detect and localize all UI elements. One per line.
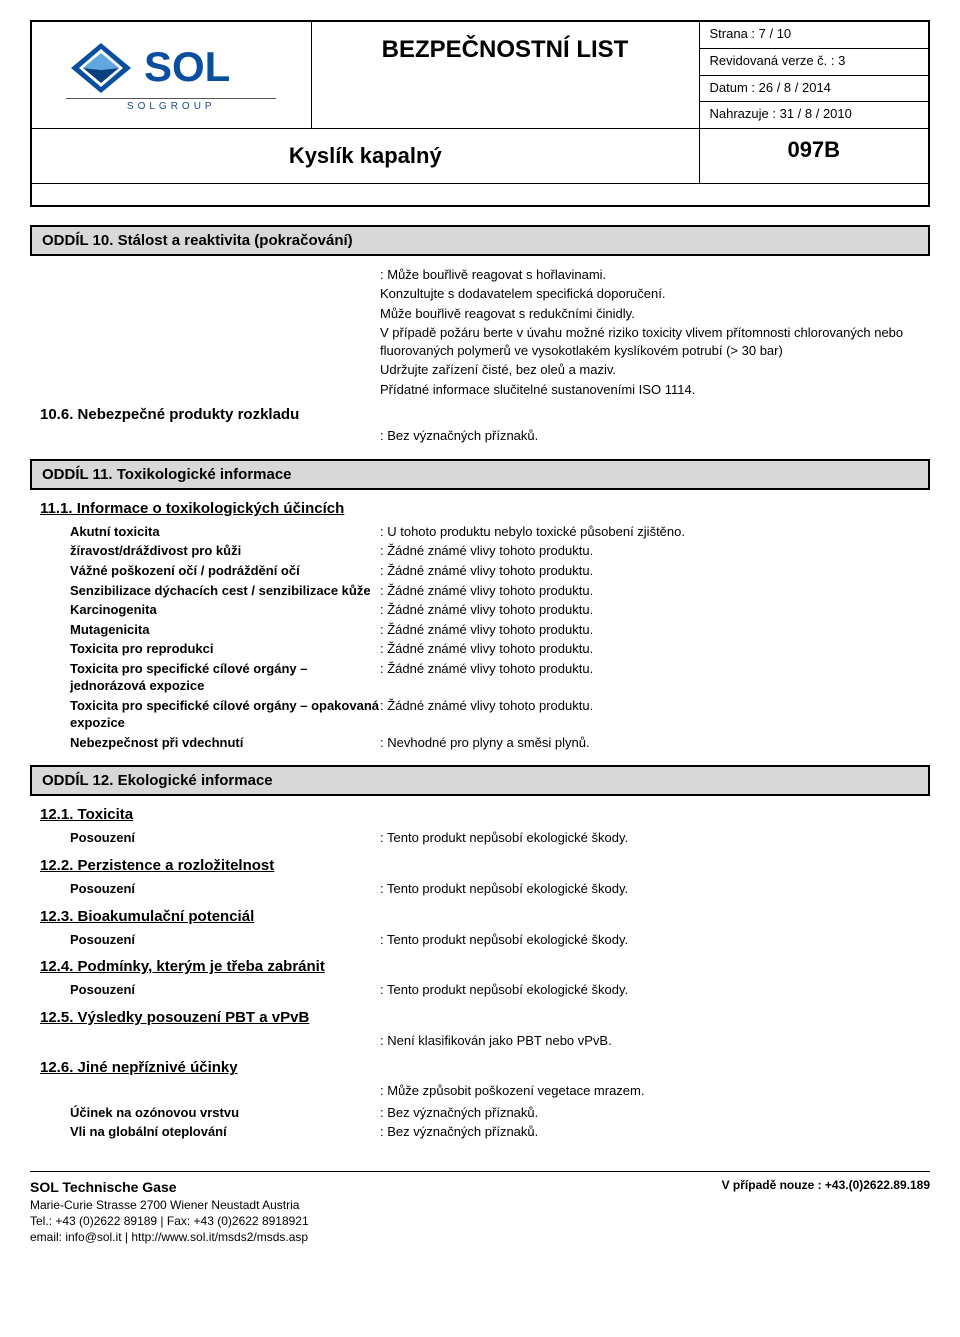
adverse-label: Vli na globální oteplování (70, 1123, 380, 1141)
tox-row: Toxicita pro specifické cílové orgány – … (70, 697, 930, 732)
row-12-2: Posouzení Tento produkt nepůsobí ekologi… (70, 880, 930, 898)
logo: SOL SOLGROUP (40, 30, 303, 120)
meta-page: Strana : 7 / 10 (699, 21, 929, 48)
sub-title-cell: Kyslík kapalný (31, 129, 699, 184)
section-11-header: ODDÍL 11. Toxikologické informace (30, 459, 930, 490)
label-12-2: Posouzení (70, 880, 380, 898)
heading-10-6: 10.6. Nebezpečné produkty rozkladu (40, 406, 930, 423)
sol-logo-icon: SOL (66, 38, 276, 98)
value-12-5-block: Není klasifikován jako PBT nebo vPvB. (380, 1032, 930, 1050)
header-table: SOL SOLGROUP BEZPEČNOSTNÍ LIST Strana : … (30, 20, 930, 207)
tox-value: Žádné známé vlivy tohoto produktu. (380, 621, 930, 639)
meta-revision: Revidovaná verze č. : 3 (699, 48, 929, 75)
s10-p5: Přídatné informace slučitelné sustanoven… (380, 381, 930, 399)
logo-subtext: SOLGROUP (66, 98, 276, 112)
footer-emergency: V případě nouze : +43.(0)2622.89.189 (722, 1178, 930, 1245)
heading-12-2: 12.2. Perzistence a rozložitelnost (40, 857, 930, 874)
tox-label: Karcinogenita (70, 601, 380, 619)
logo-cell: SOL SOLGROUP (31, 21, 311, 129)
label-12-4: Posouzení (70, 981, 380, 999)
tox-value: Žádné známé vlivy tohoto produktu. (380, 640, 930, 658)
s10-p3: V případě požáru berte v úvahu možné riz… (380, 324, 930, 359)
tox-label: Akutní toxicita (70, 523, 380, 541)
footer-email: email: info@sol.it | http://www.sol.it/m… (30, 1229, 309, 1245)
footer-address: Marie-Curie Strasse 2700 Wiener Neustadt… (30, 1197, 309, 1213)
footer-left: SOL Technische Gase Marie-Curie Strasse … (30, 1178, 309, 1245)
tox-row: Vážné poškození očí / podráždění očíŽádn… (70, 562, 930, 580)
tox-row: Toxicita pro specifické cílové orgány – … (70, 660, 930, 695)
tox-label: Mutagenicita (70, 621, 380, 639)
s10-p1: Konzultujte s dodavatelem specifická dop… (380, 285, 930, 303)
value-12-3: Tento produkt nepůsobí ekologické škody. (380, 931, 930, 949)
row-12-4: Posouzení Tento produkt nepůsobí ekologi… (70, 981, 930, 999)
tox-label: Senzibilizace dýchacích cest / senzibili… (70, 582, 380, 600)
tox-value: U tohoto produktu nebylo toxické působen… (380, 523, 930, 541)
value-12-1: Tento produkt nepůsobí ekologické škody. (380, 829, 930, 847)
section-12-header: ODDÍL 12. Ekologické informace (30, 765, 930, 796)
tox-value: Žádné známé vlivy tohoto produktu. (380, 582, 930, 600)
heading-11-1: 11.1. Informace o toxikologických účincí… (40, 500, 930, 517)
empty-header-row (31, 184, 929, 206)
footer: SOL Technische Gase Marie-Curie Strasse … (30, 1171, 930, 1245)
tox-value: Žádné známé vlivy tohoto produktu. (380, 697, 930, 732)
value-12-2: Tento produkt nepůsobí ekologické škody. (380, 880, 930, 898)
tox-row: KarcinogenitaŽádné známé vlivy tohoto pr… (70, 601, 930, 619)
row-12-1: Posouzení Tento produkt nepůsobí ekologi… (70, 829, 930, 847)
label-12-1: Posouzení (70, 829, 380, 847)
tox-value: Nevhodné pro plyny a směsi plynů. (380, 734, 930, 752)
section-12-6-rows: Účinek na ozónovou vrstvuBez význačných … (30, 1104, 930, 1141)
tox-row: Toxicita pro reprodukciŽádné známé vlivy… (70, 640, 930, 658)
heading-12-1: 12.1. Toxicita (40, 806, 930, 823)
product-code: 097B (699, 129, 929, 184)
tox-row: Senzibilizace dýchacích cest / senzibili… (70, 582, 930, 600)
tox-label: žíravost/dráždivost pro kůži (70, 542, 380, 560)
tox-value: Žádné známé vlivy tohoto produktu. (380, 601, 930, 619)
sub-title: Kyslík kapalný (40, 143, 691, 169)
meta-date: Datum : 26 / 8 / 2014 (699, 75, 929, 102)
logo-text: SOL (144, 43, 230, 90)
tox-label: Vážné poškození očí / podráždění očí (70, 562, 380, 580)
main-title-cell: BEZPEČNOSTNÍ LIST (311, 21, 699, 129)
tox-label: Nebezpečnost při vdechnutí (70, 734, 380, 752)
heading-12-3: 12.3. Bioakumulační potenciál (40, 908, 930, 925)
tox-value: Žádné známé vlivy tohoto produktu. (380, 542, 930, 560)
meta-replaces: Nahrazuje : 31 / 8 / 2010 (699, 102, 929, 129)
tox-value: Žádné známé vlivy tohoto produktu. (380, 562, 930, 580)
value-10-6: Bez význačných příznaků. (380, 428, 538, 443)
row-12-3: Posouzení Tento produkt nepůsobí ekologi… (70, 931, 930, 949)
heading-12-6: 12.6. Jiné nepříznivé účinky (40, 1059, 930, 1076)
tox-row: Akutní toxicitaU tohoto produktu nebylo … (70, 523, 930, 541)
tox-value: Žádné známé vlivy tohoto produktu. (380, 660, 930, 695)
adverse-label: Účinek na ozónovou vrstvu (70, 1104, 380, 1122)
tox-row: žíravost/dráždivost pro kůžiŽádné známé … (70, 542, 930, 560)
s10-p2: Může bouřlivě reagovat s redukčními čini… (380, 305, 930, 323)
value-12-4: Tento produkt nepůsobí ekologické škody. (380, 981, 930, 999)
heading-12-5: 12.5. Výsledky posouzení PBT a vPvB (40, 1009, 930, 1026)
adverse-row: Účinek na ozónovou vrstvuBez význačných … (70, 1104, 930, 1122)
label-12-3: Posouzení (70, 931, 380, 949)
heading-12-4: 12.4. Podmínky, kterým je třeba zabránit (40, 958, 930, 975)
main-title: BEZPEČNOSTNÍ LIST (320, 36, 691, 64)
tox-row: Nebezpečnost při vdechnutíNevhodné pro p… (70, 734, 930, 752)
adverse-row: Vli na globální oteplováníBez význačných… (70, 1123, 930, 1141)
adverse-value: Bez význačných příznaků. (380, 1123, 930, 1141)
tox-row: MutagenicitaŽádné známé vlivy tohoto pro… (70, 621, 930, 639)
tox-label: Toxicita pro specifické cílové orgány – … (70, 660, 380, 695)
section-11-rows: Akutní toxicitaU tohoto produktu nebylo … (30, 523, 930, 752)
value-12-5: Není klasifikován jako PBT nebo vPvB. (380, 1033, 612, 1048)
footer-company: SOL Technische Gase (30, 1178, 309, 1197)
value-10-6-block: Bez význačných příznaků. (380, 427, 930, 445)
adverse-value: Bez význačných příznaků. (380, 1104, 930, 1122)
s10-p0: Může bouřlivě reagovat s hořlavinami. (380, 267, 606, 282)
section-10-paragraphs: Může bouřlivě reagovat s hořlavinami. Ko… (380, 266, 930, 399)
s10-p4: Udržujte zařízení čisté, bez oleů a mazi… (380, 361, 930, 379)
footer-tel: Tel.: +43 (0)2622 89189 | Fax: +43 (0)26… (30, 1213, 309, 1229)
value-12-6-block: Může způsobit poškození vegetace mrazem. (380, 1082, 930, 1100)
section-10-header: ODDÍL 10. Stálost a reaktivita (pokračov… (30, 225, 930, 256)
tox-label: Toxicita pro reprodukci (70, 640, 380, 658)
value-12-6: Může způsobit poškození vegetace mrazem. (380, 1083, 644, 1098)
tox-label: Toxicita pro specifické cílové orgány – … (70, 697, 380, 732)
